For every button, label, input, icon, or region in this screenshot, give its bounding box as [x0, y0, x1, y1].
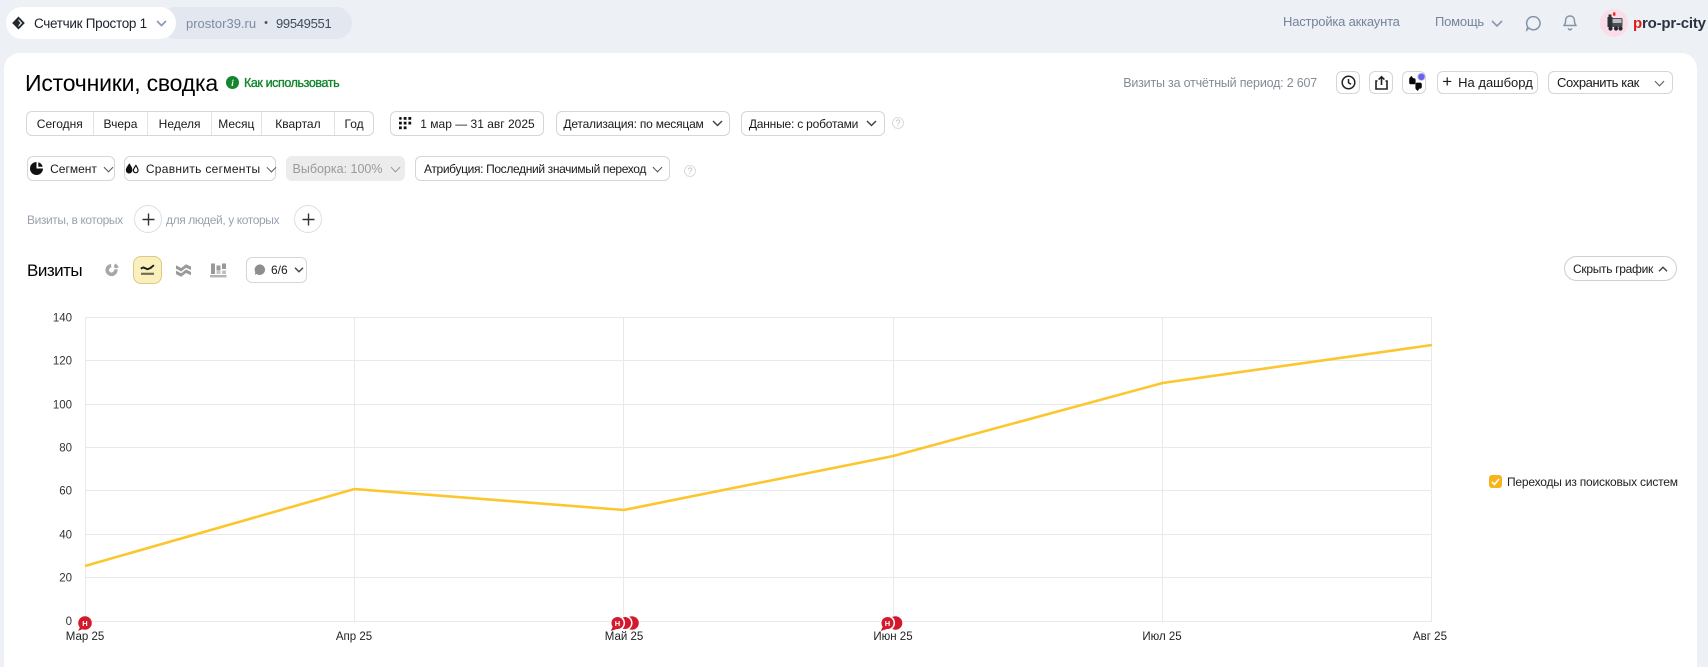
- svg-text:40: 40: [59, 530, 72, 542]
- svg-text:80: 80: [59, 443, 72, 455]
- svg-text:140: 140: [53, 313, 72, 325]
- svg-text:Май 25: Май 25: [605, 631, 644, 643]
- svg-text:Июл 25: Июл 25: [1142, 631, 1181, 643]
- svg-text:Авг 25: Авг 25: [1413, 631, 1447, 643]
- svg-text:Н: Н: [885, 619, 890, 628]
- svg-text:Апр 25: Апр 25: [336, 631, 372, 643]
- svg-text:Н: Н: [615, 619, 620, 628]
- svg-text:Н: Н: [82, 619, 87, 628]
- svg-text:Июн 25: Июн 25: [873, 631, 912, 643]
- svg-text:0: 0: [66, 616, 72, 628]
- svg-text:i: i: [231, 78, 234, 88]
- svg-text:120: 120: [53, 356, 72, 368]
- svg-text:Мар 25: Мар 25: [66, 631, 105, 643]
- svg-text:20: 20: [59, 573, 72, 585]
- svg-text:100: 100: [53, 400, 72, 412]
- svg-text:60: 60: [59, 486, 72, 498]
